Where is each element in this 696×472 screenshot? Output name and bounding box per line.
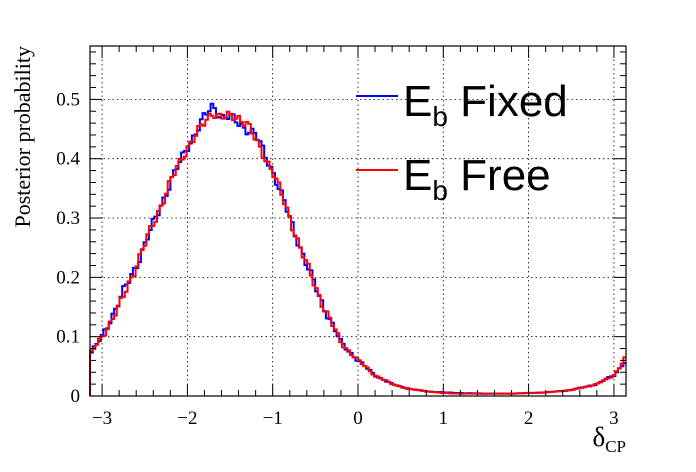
y-tick-label: 0.5 [56, 89, 80, 110]
x-axis-label-sub: CP [605, 437, 626, 456]
y-tick-label: 0.4 [56, 149, 80, 170]
x-tick-label: 0 [353, 408, 363, 429]
series-line [89, 110, 626, 396]
x-axis-label-main: δ [592, 422, 605, 452]
x-tick-label: 2 [524, 408, 534, 429]
x-tick-label: −2 [177, 408, 197, 429]
y-tick-label: 0.2 [56, 267, 80, 288]
legend-label-main: E [403, 77, 432, 126]
x-tick-label: −1 [263, 408, 283, 429]
legend-label-rest: Free [448, 151, 551, 200]
legend-label: Eb Free [403, 151, 551, 206]
y-tick-label: 0.1 [56, 327, 80, 348]
series-layer [89, 102, 626, 396]
tick-labels: −3 −2 −1 0 1 2 3 0 0.1 0.2 0.3 0.4 0.5 [56, 89, 618, 429]
x-tick-label: 3 [609, 408, 619, 429]
y-tick-label: 0.3 [56, 208, 80, 229]
y-axis-label: Posterior probability [10, 46, 35, 227]
x-tick-label: −3 [92, 408, 112, 429]
legend-label: Eb Fixed [403, 77, 568, 132]
legend-label-sub: b [432, 101, 448, 132]
grid [90, 46, 626, 396]
x-axis-label: δCP [592, 422, 626, 456]
legend-label-main: E [403, 151, 432, 200]
tick-marks [90, 46, 626, 397]
y-tick-label: 0 [71, 386, 81, 407]
legend-label-sub: b [432, 175, 448, 206]
legend-label-rest: Fixed [448, 77, 568, 126]
x-tick-label: 1 [439, 408, 449, 429]
